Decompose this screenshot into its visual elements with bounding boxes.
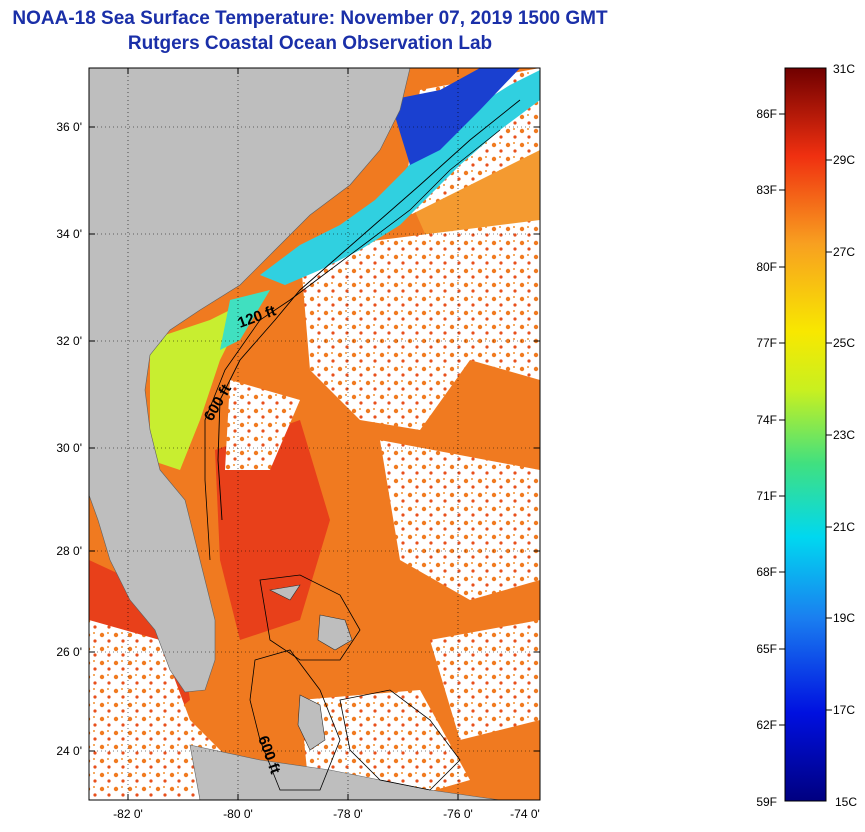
bahamas-contour — [339, 689, 461, 791]
map-subtitle: Rutgers Coastal Ocean Observation Lab — [127, 33, 493, 54]
lat-label: 30 0' — [56, 441, 82, 455]
colorbar-f-label: 71F — [756, 489, 777, 503]
colorbar-c-label: 29C — [833, 153, 855, 167]
colorbar-c-label: 17C — [833, 703, 855, 717]
colorbar-f-label: 59F — [756, 795, 777, 809]
colorbar-f-label: 62F — [756, 718, 777, 732]
colorbar-c-label: 27C — [833, 245, 855, 259]
colorbar-f-label: 86F — [756, 107, 777, 121]
colorbar-c-label: 31C — [833, 62, 855, 76]
bahamas-island — [317, 614, 353, 651]
colorbar-c-label: 21C — [833, 520, 855, 534]
cold-shelf-water — [390, 68, 520, 165]
lon-label: -74 0' — [510, 807, 540, 821]
colorbar-f-label: 68F — [756, 565, 777, 579]
cloud-area — [225, 380, 300, 470]
bahamas-island — [297, 694, 326, 751]
lat-label: 32 0' — [56, 334, 82, 348]
colorbar-f-label: 74F — [756, 413, 777, 427]
land-mass — [89, 68, 411, 693]
hot-region — [215, 420, 330, 640]
lon-label: -78 0' — [333, 807, 363, 821]
lat-label: 26 0' — [56, 645, 82, 659]
colorbar-f-label: 80F — [756, 260, 777, 274]
lon-label: -76 0' — [443, 807, 473, 821]
cloud-area — [300, 220, 540, 430]
lon-label: -82 0' — [113, 807, 143, 821]
cloud-area — [430, 620, 540, 740]
colorbar-c-label: 19C — [833, 611, 855, 625]
colorbar-f-label: 77F — [756, 336, 777, 350]
plot-frame — [88, 67, 541, 801]
lat-label: 28 0' — [56, 544, 82, 558]
bahamas-contour — [259, 574, 361, 661]
lat-label: 34 0' — [56, 227, 82, 241]
bahamas-contour — [249, 649, 341, 791]
colorbar-f-label: 65F — [756, 642, 777, 656]
colorbar-c-label: 23C — [833, 428, 855, 442]
colorbar — [784, 67, 827, 802]
lon-label: -80 0' — [223, 807, 253, 821]
cloud-area — [380, 440, 540, 600]
coastal-cool-band — [220, 290, 270, 350]
bahamas-island — [269, 584, 301, 601]
colorbar-f-label: 83F — [756, 183, 777, 197]
lat-label: 24 0' — [56, 744, 82, 758]
lat-label: 36 0' — [56, 120, 82, 134]
map-title: NOAA-18 Sea Surface Temperature: Novembe… — [12, 8, 608, 29]
coastal-cool-band — [260, 70, 540, 285]
depth-contour-120 — [204, 129, 501, 561]
colorbar-c-label: 25C — [833, 336, 855, 350]
depth-contour-600 — [217, 99, 521, 521]
colorbar-c-label: 15C — [835, 795, 857, 809]
